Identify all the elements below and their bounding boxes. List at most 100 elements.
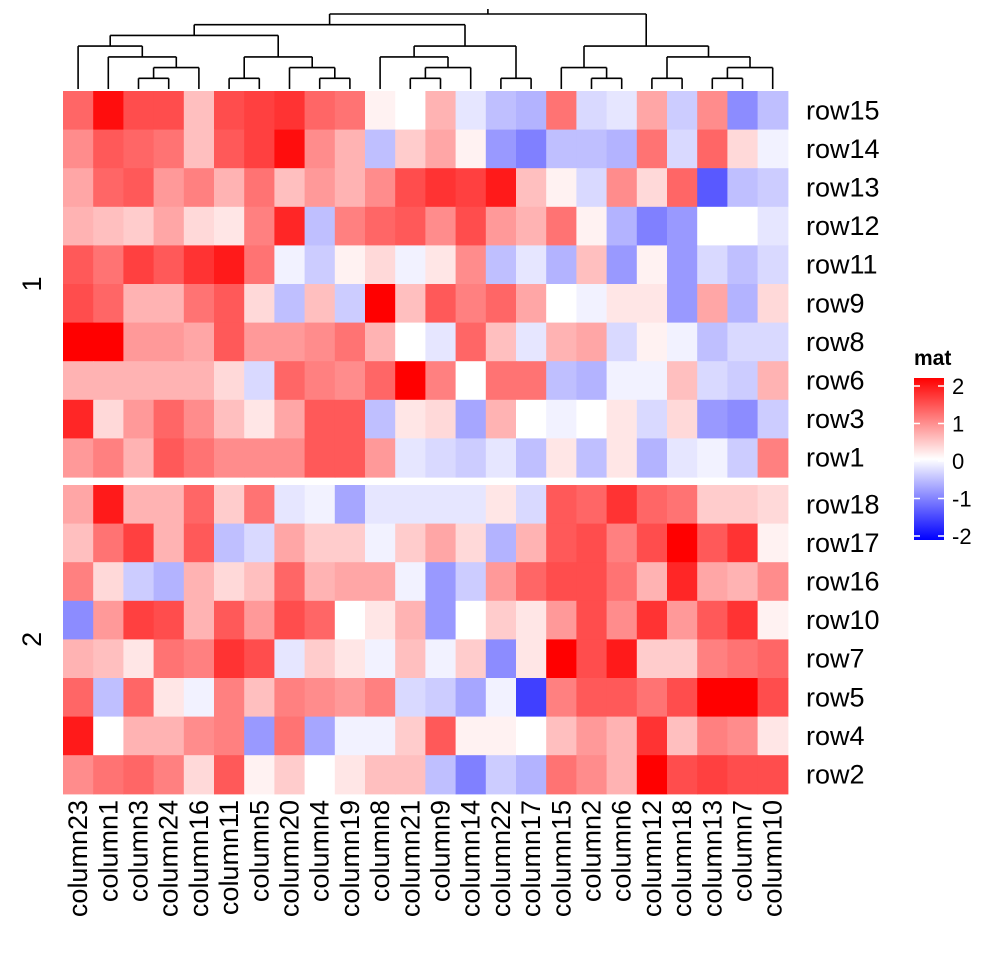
heatmap-cell <box>425 716 457 756</box>
heatmap-cell <box>576 168 608 208</box>
heatmap-cell <box>93 284 124 324</box>
heatmap-cell <box>153 678 185 718</box>
column-label: column19 <box>335 800 365 917</box>
heatmap-cell <box>304 562 336 602</box>
heatmap-cell <box>153 91 185 131</box>
color-legend: mat 2 1 0 -1 -2 <box>914 347 972 549</box>
heatmap-cell <box>93 678 124 718</box>
column-label: column23 <box>63 800 93 917</box>
column-labels: column23 column1 column3 column24 column16 co… <box>63 800 788 917</box>
heatmap-cell <box>365 284 396 324</box>
row-labels: row15 row14 row13 row12 row11 row9 row8 row6 row… <box>806 95 880 789</box>
heatmap-cell <box>485 206 517 246</box>
heatmap-cell <box>334 639 366 679</box>
heatmap-cell <box>153 399 185 439</box>
heatmap-cell <box>485 485 517 525</box>
heatmap-cell <box>214 755 245 795</box>
legend-tick-label: -2 <box>952 524 972 549</box>
row-label: row14 <box>806 134 880 164</box>
heatmap-cell <box>153 245 185 285</box>
heatmap-cell <box>214 361 245 401</box>
heatmap-cell <box>304 523 336 563</box>
heatmap-cell <box>757 716 789 756</box>
heatmap-cell <box>455 206 487 246</box>
heatmap-cell <box>274 438 306 478</box>
heatmap-cell <box>93 399 124 439</box>
heatmap-cell <box>93 639 124 679</box>
heatmap-cell <box>274 129 306 169</box>
heatmap-cell <box>546 245 577 285</box>
column-label: column16 <box>184 800 214 917</box>
row-label: row18 <box>806 489 880 519</box>
heatmap-cell <box>455 322 487 362</box>
heatmap-cell <box>727 284 759 324</box>
heatmap-cell <box>727 129 759 169</box>
heatmap-cell <box>214 716 245 756</box>
column-label: column22 <box>486 800 516 917</box>
heatmap-cell <box>395 678 426 718</box>
heatmap-cell <box>244 755 275 795</box>
heatmap-cell <box>244 168 275 208</box>
heatmap-cell <box>485 284 517 324</box>
legend-title: mat <box>914 347 951 370</box>
heatmap-cell <box>606 129 638 169</box>
column-label: column24 <box>154 800 184 917</box>
heatmap-cell <box>395 129 426 169</box>
heatmap-cell <box>606 716 638 756</box>
heatmap-cell <box>244 600 275 640</box>
heatmap-cell <box>636 91 668 131</box>
heatmap-cell <box>304 485 336 525</box>
heatmap-cell <box>244 399 275 439</box>
heatmap-cell <box>183 678 215 718</box>
heatmap-cell <box>757 129 789 169</box>
heatmap-cell <box>606 245 638 285</box>
heatmap-cell <box>244 206 275 246</box>
heatmap-cell <box>63 245 94 285</box>
heatmap-cell <box>606 168 638 208</box>
row-label: row9 <box>806 288 865 318</box>
heatmap-cell <box>395 361 426 401</box>
heatmap-cell <box>334 716 366 756</box>
heatmap-cell <box>727 639 759 679</box>
heatmap-cell <box>425 485 457 525</box>
heatmap-cell <box>274 562 306 602</box>
heatmap-cell <box>667 361 698 401</box>
heatmap-cell <box>214 562 245 602</box>
heatmap-cell <box>576 91 608 131</box>
heatmap-cell <box>516 755 547 795</box>
heatmap-cell <box>546 678 577 718</box>
heatmap-cell <box>516 716 547 756</box>
heatmap-cell <box>606 639 638 679</box>
heatmap-cell <box>183 91 215 131</box>
heatmap-cell <box>667 438 698 478</box>
heatmap-cell <box>546 523 577 563</box>
heatmap-cell <box>667 245 698 285</box>
heatmap-cell <box>516 361 547 401</box>
heatmap-cell <box>727 600 759 640</box>
row-label: row6 <box>806 366 865 396</box>
heatmap-cell <box>485 168 517 208</box>
heatmap-cell <box>365 523 396 563</box>
column-label: column5 <box>244 800 274 902</box>
heatmap-cell <box>334 755 366 795</box>
heatmap-cell <box>183 755 215 795</box>
heatmap-cell <box>636 485 668 525</box>
heatmap-cell <box>274 245 306 285</box>
heatmap-cell <box>697 438 728 478</box>
heatmap-cell <box>244 678 275 718</box>
heatmap-cell <box>123 523 155 563</box>
heatmap-cell <box>214 399 245 439</box>
heatmap-cell <box>576 399 608 439</box>
heatmap-cell <box>395 399 426 439</box>
heatmap-cell <box>123 129 155 169</box>
heatmap-cell <box>485 245 517 285</box>
column-dendrogram <box>77 9 774 89</box>
heatmap-cell <box>636 438 668 478</box>
column-label: column4 <box>305 800 335 902</box>
heatmap-cell <box>304 438 336 478</box>
row-label: row3 <box>806 404 865 434</box>
heatmap-cell <box>516 523 547 563</box>
heatmap-cell <box>576 639 608 679</box>
legend-ticks: 2 1 0 -1 -2 <box>914 374 972 549</box>
heatmap-cell <box>123 755 155 795</box>
